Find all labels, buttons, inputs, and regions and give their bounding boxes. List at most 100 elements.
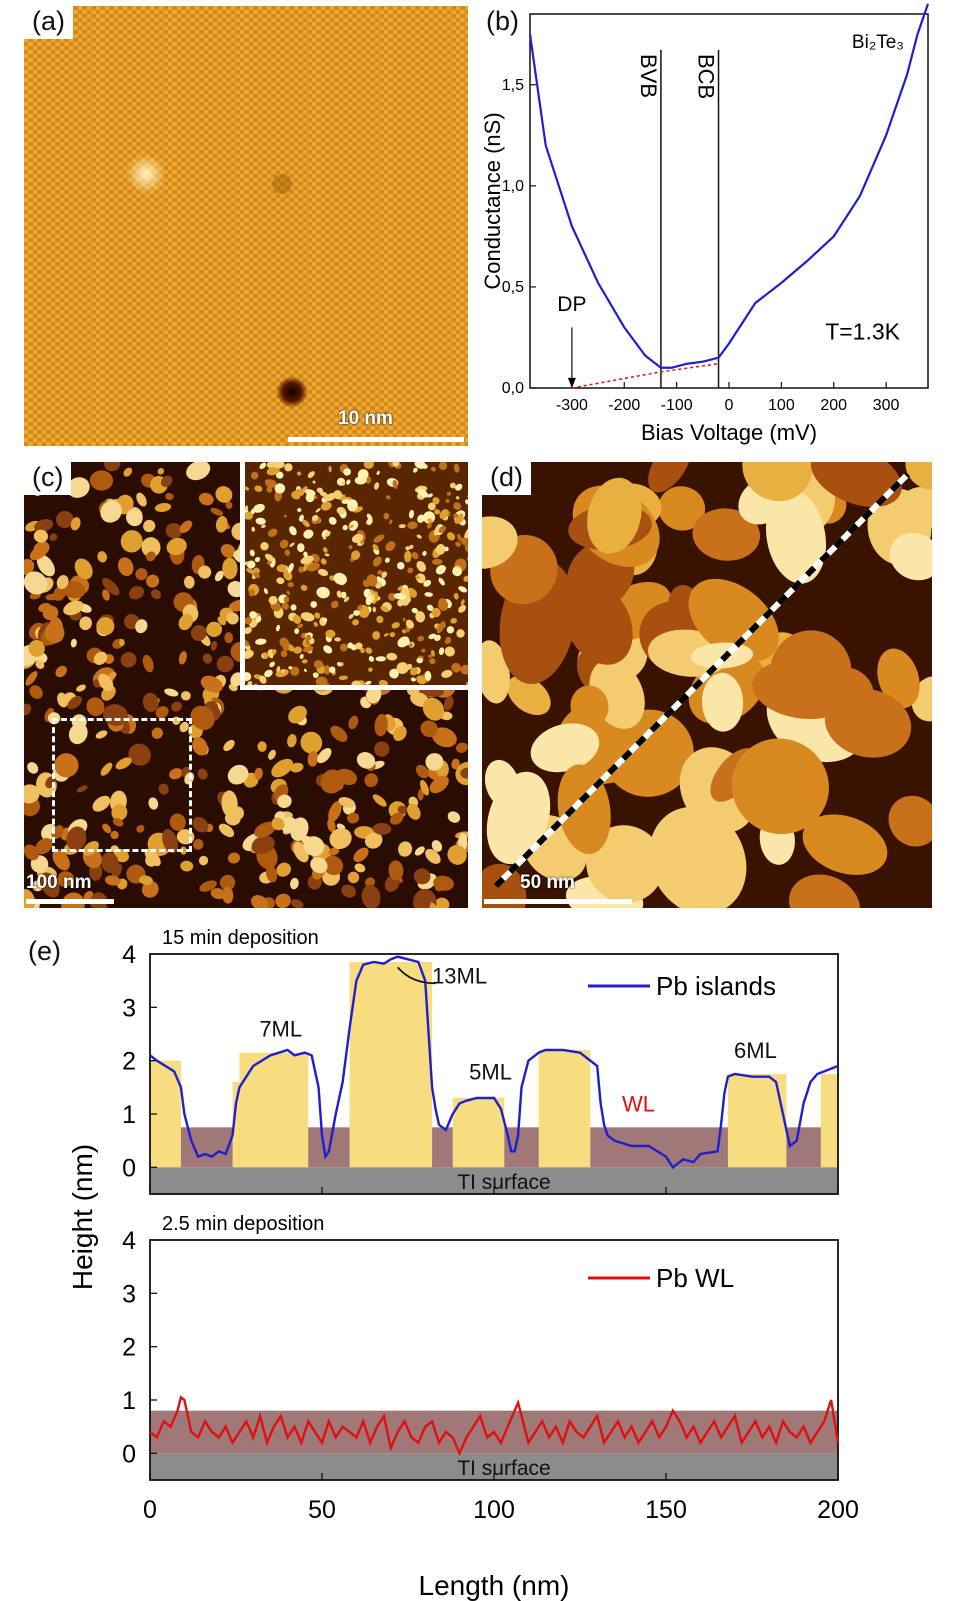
- island-blob: [417, 488, 429, 498]
- island-blob: [368, 667, 373, 672]
- island-blob: [251, 526, 255, 532]
- island-blob: [407, 567, 414, 574]
- x-tick-label-b: -100: [661, 397, 693, 414]
- island-blob: [393, 725, 407, 742]
- island-blob: [284, 549, 291, 556]
- island-blob: [24, 784, 40, 804]
- y-tick-label-e: 3: [122, 994, 136, 1022]
- island-blob: [294, 488, 305, 497]
- island-blob: [266, 486, 273, 493]
- island-blob: [306, 562, 320, 572]
- island-blob: [328, 516, 337, 525]
- island-blob: [169, 768, 183, 780]
- island-blob: [198, 565, 212, 579]
- island-blob: [112, 818, 124, 827]
- island-blob: [57, 873, 71, 887]
- island-blob: [307, 750, 319, 767]
- island-blob: [323, 645, 333, 654]
- island-blob: [411, 607, 419, 614]
- island-blob: [24, 844, 39, 861]
- island-blob: [307, 471, 315, 479]
- island-blob: [648, 462, 692, 493]
- island-blob: [802, 814, 888, 875]
- island-blob: [372, 556, 382, 567]
- island-blob: [334, 685, 344, 690]
- island-blob: [810, 462, 902, 507]
- y-tick-label-e: 2: [122, 1048, 136, 1076]
- island-blob: [410, 667, 418, 676]
- island-blob: [310, 553, 320, 563]
- island-blob: [98, 673, 114, 692]
- island-blob: [328, 465, 332, 473]
- panel-a-stm-image: (a) 10 nm: [24, 6, 468, 446]
- panel-c-label: (c): [24, 462, 72, 495]
- island-blob: [253, 503, 265, 513]
- island-blob: [424, 670, 432, 681]
- panel-a-label: (a): [24, 6, 73, 39]
- island-blob: [68, 723, 88, 745]
- island-blob: [251, 835, 275, 854]
- island-blob: [254, 557, 261, 563]
- height-profile-charts: TI surface 0 1 2 3 4 15 min deposition Pb islan…: [67, 927, 859, 1601]
- island-blob: [95, 730, 108, 739]
- island-blob: [392, 479, 398, 489]
- island-blob: [348, 715, 359, 730]
- island-blob: [427, 493, 433, 498]
- island-blob: [341, 499, 351, 504]
- island-blob: [310, 857, 328, 874]
- island-blob: [76, 785, 88, 793]
- panel-c-topography: (c) 100 nm: [24, 462, 468, 908]
- panel-e-label: (e): [28, 936, 61, 966]
- island-blob: [426, 604, 434, 612]
- island-blob: [417, 788, 424, 801]
- island-blob: [245, 672, 252, 681]
- island-blob: [356, 752, 376, 769]
- island-blob: [255, 517, 266, 525]
- island-blob: [136, 492, 147, 507]
- island-blob: [339, 643, 348, 652]
- island-blob: [406, 803, 421, 820]
- material-label: Bi₂Te₃: [852, 32, 904, 53]
- island-blob: [408, 544, 414, 550]
- island-blob: [162, 829, 179, 854]
- island-blob: [409, 643, 413, 648]
- island-blob: [294, 628, 300, 635]
- island-blob: [29, 685, 43, 699]
- island-blob: [422, 697, 445, 721]
- island-blob: [303, 551, 308, 558]
- island-blob: [570, 685, 609, 728]
- island-blob: [52, 849, 70, 871]
- island-blob: [397, 599, 404, 607]
- island-blob: [701, 672, 744, 732]
- island-blob: [325, 530, 331, 537]
- island-blob: [74, 558, 93, 580]
- island-blob: [275, 893, 291, 908]
- island-blob: [320, 501, 332, 511]
- island-blob: [111, 804, 128, 821]
- annotation-6ml: 6ML: [734, 1038, 777, 1063]
- island-blob: [102, 589, 110, 601]
- island-blob: [376, 470, 380, 475]
- island-blob: [355, 642, 363, 650]
- island-blob: [289, 542, 295, 547]
- island-blob: [398, 841, 413, 857]
- island-blob: [89, 470, 114, 491]
- island-blob: [197, 768, 208, 780]
- island-blob: [392, 462, 400, 467]
- profile-title: 15 min deposition: [162, 927, 319, 949]
- island-blob: [266, 466, 280, 476]
- island-blob: [688, 578, 779, 662]
- island-blob: [325, 629, 336, 639]
- series-conductance: [528, 3, 930, 369]
- island-blob: [142, 654, 154, 673]
- island-blob: [303, 529, 314, 539]
- zoom-region-box: [52, 718, 192, 852]
- island-blob: [276, 862, 291, 877]
- island-blob: [304, 668, 307, 673]
- island-blob: [264, 669, 273, 678]
- island-blob: [447, 844, 467, 865]
- island-blob: [61, 892, 85, 908]
- island-blob: [303, 564, 308, 572]
- island-blob: [437, 598, 449, 612]
- island-blob: [119, 638, 125, 647]
